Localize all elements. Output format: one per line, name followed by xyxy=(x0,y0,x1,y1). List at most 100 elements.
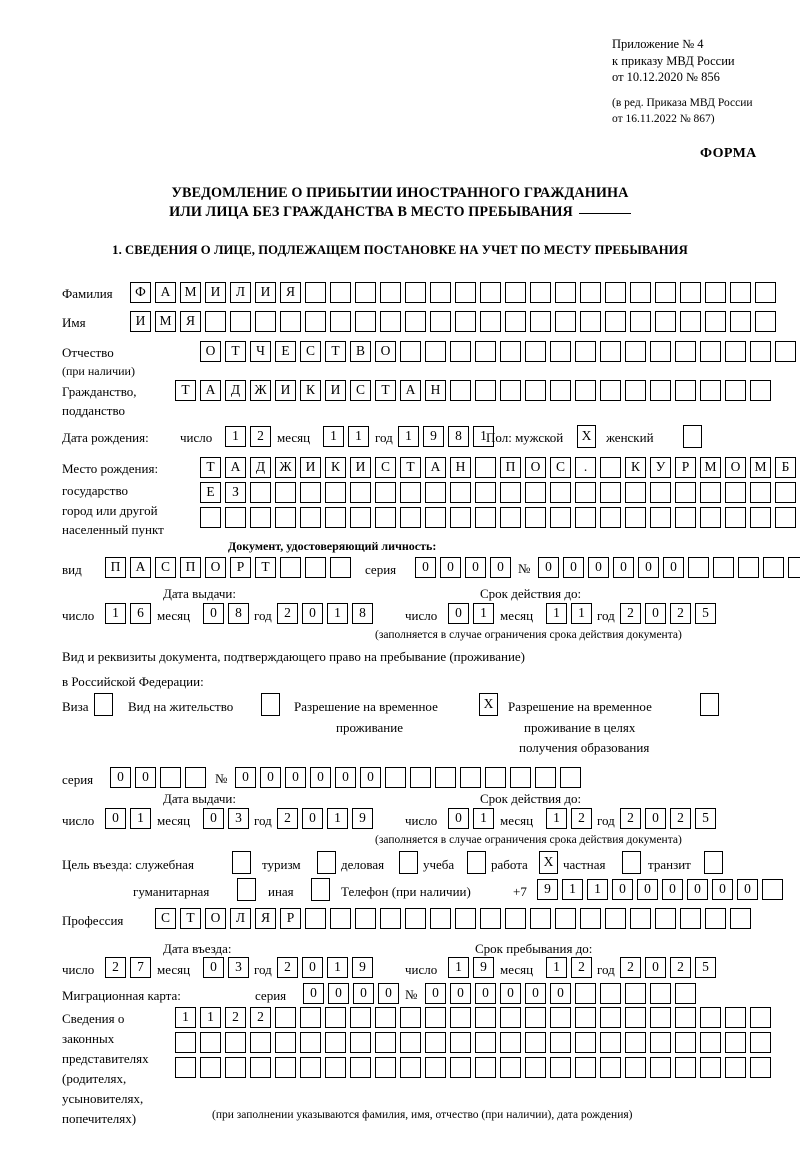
char-cell[interactable]: 1 xyxy=(348,426,369,447)
char-cell[interactable]: М xyxy=(750,457,771,478)
char-cell[interactable] xyxy=(630,908,651,929)
char-cell[interactable] xyxy=(575,380,596,401)
char-cell[interactable] xyxy=(655,908,676,929)
char-cell[interactable]: У xyxy=(650,457,671,478)
char-cell[interactable]: В xyxy=(350,341,371,362)
char-cell[interactable]: Т xyxy=(400,457,421,478)
char-cell[interactable] xyxy=(300,1057,321,1078)
char-cell[interactable]: С xyxy=(155,557,176,578)
char-cell[interactable]: Л xyxy=(230,908,251,929)
char-cell[interactable] xyxy=(680,311,701,332)
char-cell[interactable] xyxy=(675,482,696,503)
char-cell[interactable]: Т xyxy=(325,341,346,362)
char-cell[interactable] xyxy=(450,1057,471,1078)
char-cell[interactable]: Т xyxy=(225,341,246,362)
char-cell[interactable] xyxy=(705,282,726,303)
char-cell[interactable]: 9 xyxy=(473,957,494,978)
char-cell[interactable] xyxy=(435,767,456,788)
char-cell[interactable]: 2 xyxy=(277,808,298,829)
char-cell[interactable]: 0 xyxy=(302,808,323,829)
char-cell[interactable] xyxy=(380,282,401,303)
char-cell[interactable]: 0 xyxy=(588,557,609,578)
char-cell[interactable] xyxy=(525,1032,546,1053)
char-cell[interactable] xyxy=(688,557,709,578)
char-cell[interactable]: Р xyxy=(230,557,251,578)
char-cell[interactable]: И xyxy=(205,282,226,303)
char-cell[interactable]: А xyxy=(130,557,151,578)
char-cell[interactable]: К xyxy=(325,457,346,478)
char-cell[interactable] xyxy=(475,341,496,362)
visa-checkbox[interactable] xyxy=(94,693,113,716)
char-cell[interactable] xyxy=(300,1007,321,1028)
char-cell[interactable]: 0 xyxy=(260,767,281,788)
char-cell[interactable]: 1 xyxy=(200,1007,221,1028)
char-cell[interactable]: Я xyxy=(255,908,276,929)
char-cell[interactable]: 0 xyxy=(687,879,708,900)
char-cell[interactable]: 1 xyxy=(448,957,469,978)
char-cell[interactable] xyxy=(675,1032,696,1053)
char-cell[interactable] xyxy=(730,908,751,929)
char-cell[interactable] xyxy=(305,908,326,929)
char-cell[interactable] xyxy=(555,908,576,929)
char-cell[interactable] xyxy=(675,507,696,528)
char-cell[interactable]: И xyxy=(350,457,371,478)
char-cell[interactable] xyxy=(455,282,476,303)
char-cell[interactable] xyxy=(455,311,476,332)
char-cell[interactable]: 1 xyxy=(175,1007,196,1028)
char-cell[interactable] xyxy=(625,380,646,401)
char-cell[interactable]: 0 xyxy=(637,879,658,900)
char-cell[interactable] xyxy=(330,908,351,929)
char-cell[interactable] xyxy=(425,482,446,503)
char-cell[interactable]: 8 xyxy=(352,603,373,624)
char-cell[interactable]: 8 xyxy=(228,603,249,624)
char-cell[interactable] xyxy=(430,908,451,929)
char-cell[interactable]: 1 xyxy=(105,603,126,624)
purpose-tourism-checkbox[interactable] xyxy=(317,851,336,874)
char-cell[interactable] xyxy=(325,1032,346,1053)
char-cell[interactable]: 1 xyxy=(398,426,419,447)
char-cell[interactable]: П xyxy=(180,557,201,578)
char-cell[interactable] xyxy=(550,341,571,362)
char-cell[interactable]: 0 xyxy=(353,983,374,1004)
char-cell[interactable] xyxy=(275,507,296,528)
char-cell[interactable] xyxy=(775,482,796,503)
char-cell[interactable]: 0 xyxy=(310,767,331,788)
char-cell[interactable] xyxy=(425,1007,446,1028)
char-cell[interactable]: Б xyxy=(775,457,796,478)
char-cell[interactable]: 9 xyxy=(537,879,558,900)
char-cell[interactable] xyxy=(575,1057,596,1078)
char-cell[interactable] xyxy=(500,1032,521,1053)
char-cell[interactable] xyxy=(410,767,431,788)
char-cell[interactable] xyxy=(450,380,471,401)
char-cell[interactable] xyxy=(675,380,696,401)
char-cell[interactable] xyxy=(375,1057,396,1078)
char-cell[interactable] xyxy=(600,1057,621,1078)
char-cell[interactable] xyxy=(775,341,796,362)
char-cell[interactable] xyxy=(525,341,546,362)
char-cell[interactable] xyxy=(550,1057,571,1078)
char-cell[interactable] xyxy=(650,380,671,401)
char-cell[interactable] xyxy=(605,311,626,332)
char-cell[interactable]: Н xyxy=(425,380,446,401)
char-cell[interactable] xyxy=(700,1032,721,1053)
char-cell[interactable] xyxy=(175,1057,196,1078)
char-cell[interactable] xyxy=(730,311,751,332)
char-cell[interactable]: 0 xyxy=(328,983,349,1004)
char-cell[interactable] xyxy=(750,341,771,362)
char-cell[interactable] xyxy=(675,983,696,1004)
char-cell[interactable] xyxy=(700,482,721,503)
char-cell[interactable] xyxy=(550,380,571,401)
char-cell[interactable] xyxy=(275,482,296,503)
char-cell[interactable]: 1 xyxy=(327,808,348,829)
char-cell[interactable]: Р xyxy=(280,908,301,929)
char-cell[interactable] xyxy=(738,557,759,578)
char-cell[interactable]: 0 xyxy=(203,603,224,624)
char-cell[interactable] xyxy=(775,507,796,528)
